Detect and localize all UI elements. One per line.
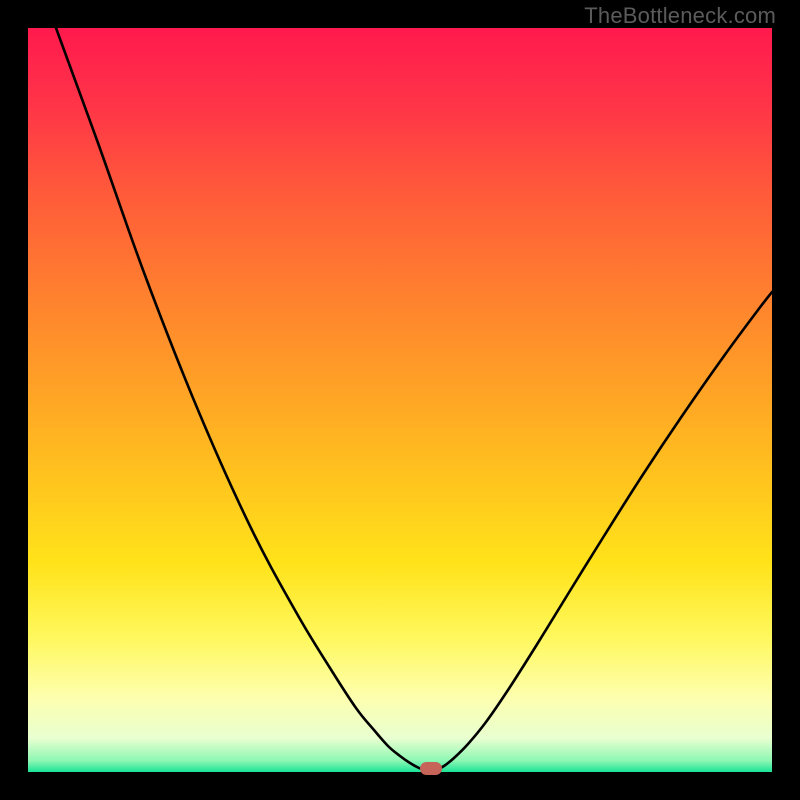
plot-area bbox=[28, 28, 772, 772]
watermark-text: TheBottleneck.com bbox=[584, 3, 776, 29]
optimal-point-marker bbox=[420, 762, 442, 775]
bottleneck-curve bbox=[28, 28, 772, 772]
